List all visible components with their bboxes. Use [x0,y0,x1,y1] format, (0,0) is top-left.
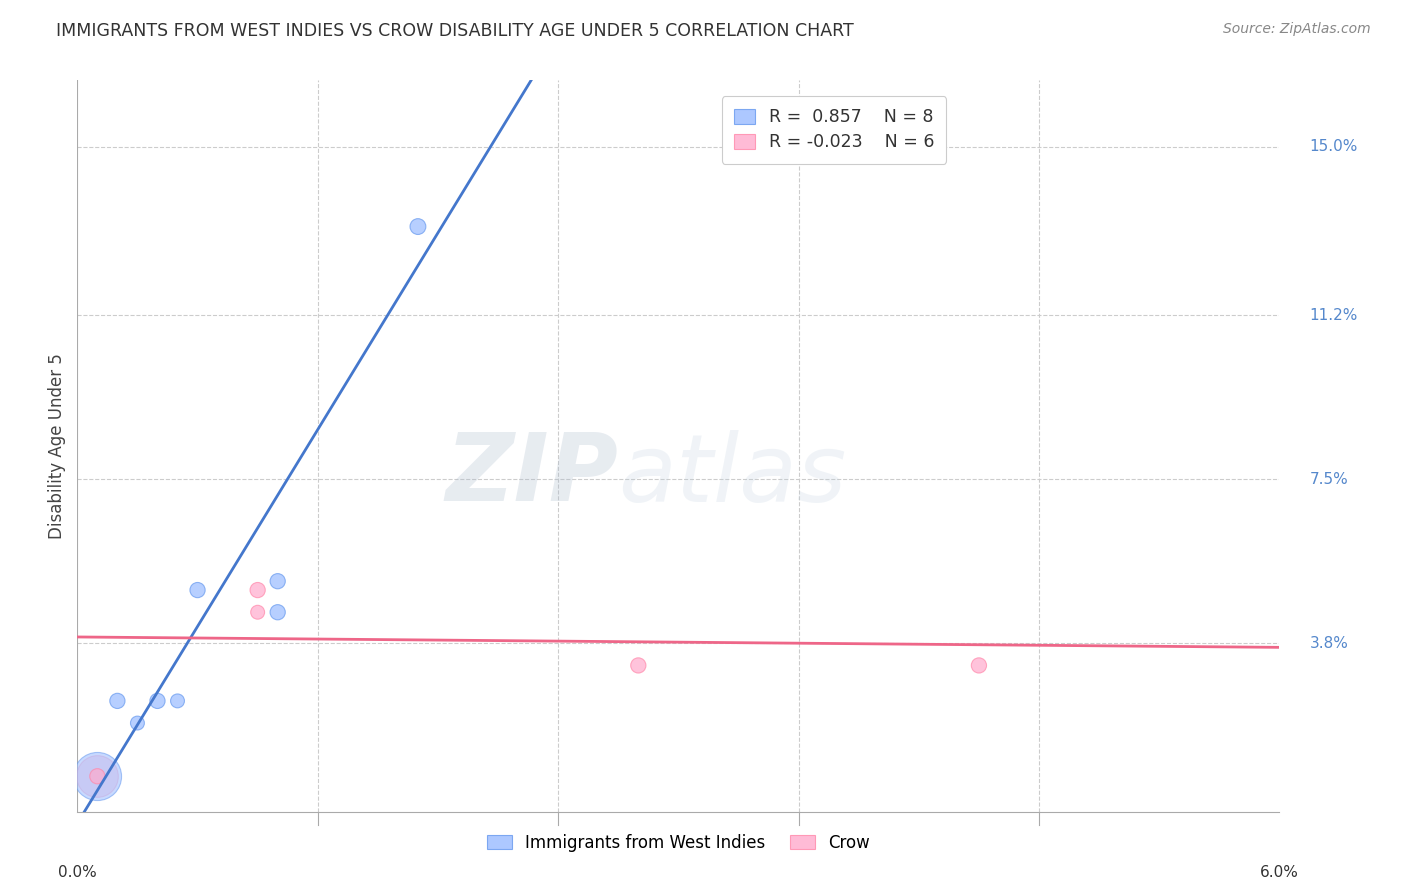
Point [107,694,129,708]
Text: atlas: atlas [619,430,846,521]
Point [166,694,188,708]
Point [86,769,108,783]
Text: 15.0%: 15.0% [1309,139,1358,154]
Point [267,574,290,589]
Text: 3.8%: 3.8% [1309,636,1348,651]
Text: 6.0%: 6.0% [1260,865,1299,880]
Point [267,605,290,619]
Point [186,583,209,598]
Point [246,583,269,598]
Point [146,694,169,708]
Text: ZIP: ZIP [446,429,619,521]
Text: IMMIGRANTS FROM WEST INDIES VS CROW DISABILITY AGE UNDER 5 CORRELATION CHART: IMMIGRANTS FROM WEST INDIES VS CROW DISA… [56,22,853,40]
Text: 7.5%: 7.5% [1309,472,1348,487]
Text: Source: ZipAtlas.com: Source: ZipAtlas.com [1223,22,1371,37]
Point [627,658,650,673]
Text: 0.0%: 0.0% [58,865,97,880]
Point [86,769,108,783]
Point [127,716,149,731]
Point [246,605,269,619]
Point [86,769,108,783]
Y-axis label: Disability Age Under 5: Disability Age Under 5 [48,353,66,539]
Point [406,219,429,234]
Legend: Immigrants from West Indies, Crow: Immigrants from West Indies, Crow [479,827,877,858]
Point [967,658,990,673]
Text: 11.2%: 11.2% [1309,308,1358,323]
